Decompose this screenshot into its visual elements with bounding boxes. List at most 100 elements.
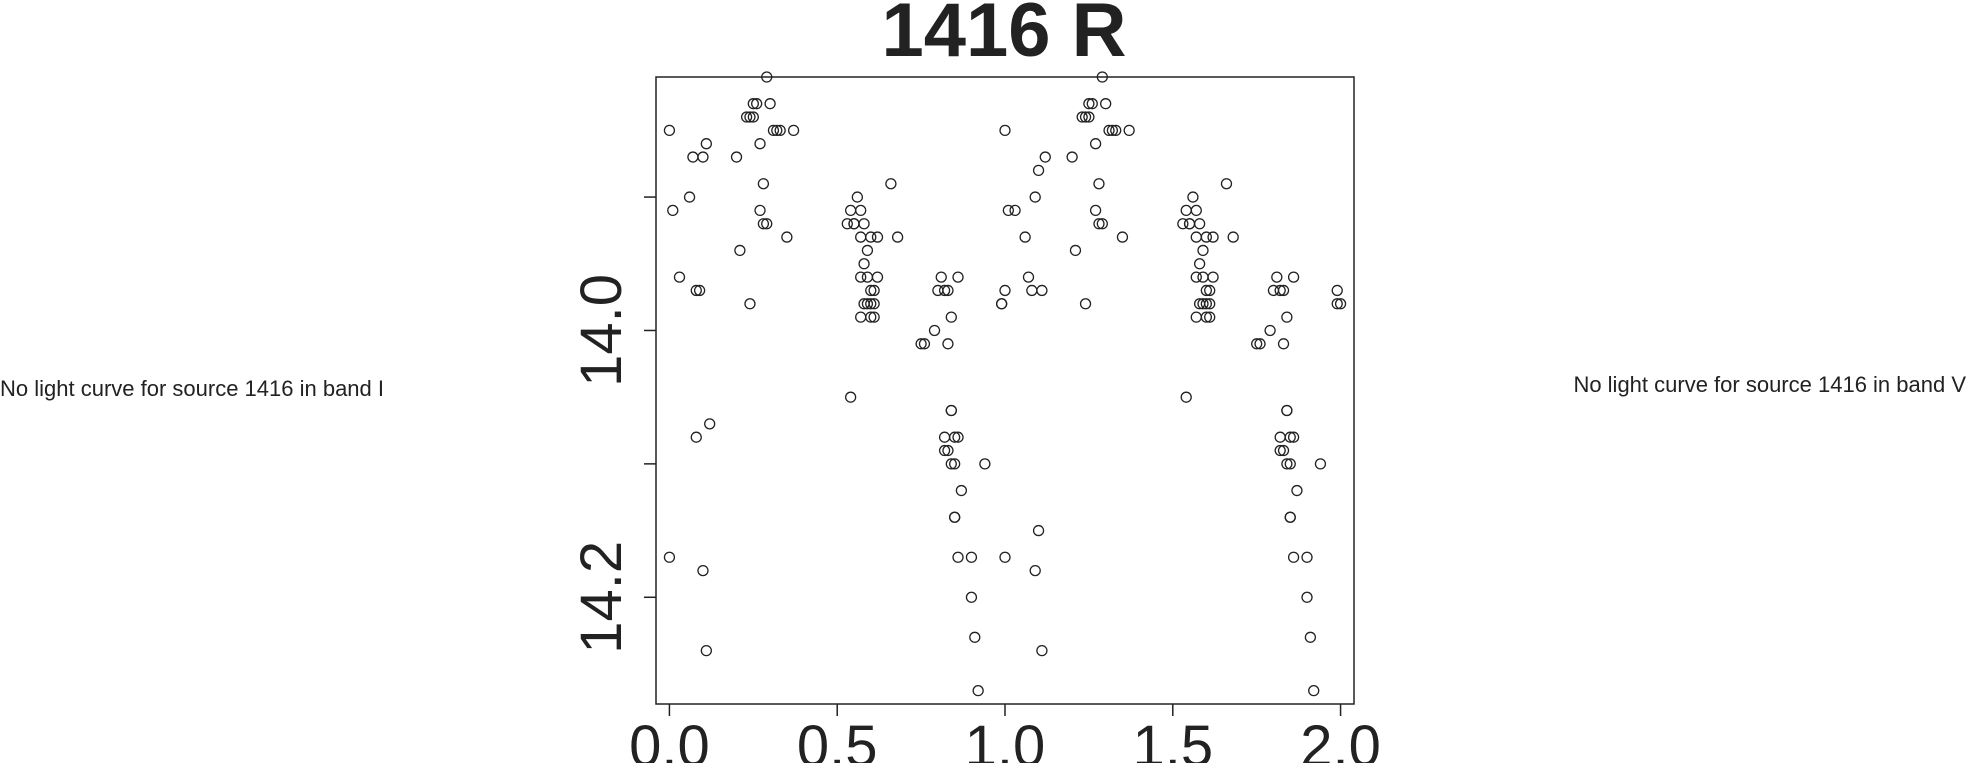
data-point xyxy=(700,138,712,150)
data-point xyxy=(1227,231,1239,243)
data-point xyxy=(761,71,773,83)
data-point xyxy=(999,124,1011,137)
data-point xyxy=(952,271,964,283)
data-point xyxy=(855,311,867,323)
data-point xyxy=(955,484,968,497)
data-point xyxy=(942,284,954,297)
data-point xyxy=(1106,124,1119,137)
data-point xyxy=(1207,231,1219,243)
x-tick-label: 1.0 xyxy=(965,714,1046,763)
data-point xyxy=(774,124,786,137)
data-point xyxy=(1093,218,1105,230)
data-point xyxy=(1190,204,1202,217)
chart-title: 1416 R xyxy=(881,0,1126,73)
data-point xyxy=(1110,124,1122,137)
data-point xyxy=(1190,231,1202,243)
data-point xyxy=(935,271,947,283)
data-point xyxy=(1284,458,1296,470)
data-point xyxy=(771,124,783,137)
data-point xyxy=(1204,311,1216,323)
data-point xyxy=(1032,524,1045,537)
data-point xyxy=(844,204,857,217)
data-point xyxy=(663,124,676,137)
data-point xyxy=(865,231,877,243)
data-point xyxy=(757,178,770,190)
data-point xyxy=(787,124,800,137)
data-point xyxy=(757,218,770,230)
data-point xyxy=(1308,685,1320,697)
data-point xyxy=(1331,284,1343,297)
data-point xyxy=(1281,311,1293,323)
data-point xyxy=(1277,444,1290,457)
data-point xyxy=(761,218,773,230)
data-point xyxy=(1009,204,1021,217)
data-point xyxy=(1264,324,1276,337)
data-point xyxy=(855,204,867,217)
data-point xyxy=(744,298,756,310)
data-point xyxy=(841,218,853,230)
data-point xyxy=(949,458,961,470)
data-point xyxy=(1187,191,1199,203)
data-point xyxy=(754,204,766,217)
data-point xyxy=(764,98,776,110)
data-point xyxy=(1183,218,1196,230)
data-point xyxy=(848,218,860,230)
data-point xyxy=(1096,218,1108,230)
data-point xyxy=(861,244,874,257)
data-point xyxy=(1103,124,1115,137)
data-point xyxy=(1029,191,1041,203)
data-point xyxy=(747,111,759,123)
data-point xyxy=(747,98,759,110)
data-point xyxy=(865,284,877,297)
data-point xyxy=(1204,284,1216,297)
data-point xyxy=(949,511,961,523)
data-point xyxy=(858,218,870,230)
data-point xyxy=(844,391,857,403)
data-point xyxy=(1207,271,1219,283)
data-point xyxy=(1274,284,1286,297)
data-point xyxy=(1274,431,1286,443)
data-point xyxy=(1036,644,1048,657)
data-point xyxy=(1089,204,1102,217)
data-point xyxy=(1066,151,1078,163)
data-point xyxy=(1304,631,1317,643)
data-point xyxy=(1277,284,1290,297)
data-point xyxy=(1002,204,1015,217)
data-point xyxy=(868,284,880,297)
data-point xyxy=(1200,231,1212,243)
data-point xyxy=(972,685,984,697)
data-point xyxy=(1083,111,1095,123)
data-point xyxy=(1287,551,1300,563)
data-point xyxy=(1301,551,1313,563)
data-point xyxy=(865,311,877,323)
data-point xyxy=(1100,98,1112,110)
data-point xyxy=(938,284,951,297)
data-point xyxy=(1069,244,1082,257)
data-point xyxy=(734,244,746,257)
data-point xyxy=(754,138,766,150)
data-point xyxy=(855,231,867,243)
data-point xyxy=(865,298,877,310)
data-point xyxy=(979,458,991,470)
data-point xyxy=(885,178,897,190)
data-point xyxy=(1277,338,1290,350)
data-point xyxy=(928,324,941,337)
data-point xyxy=(751,98,763,110)
data-point xyxy=(871,231,884,243)
data-point xyxy=(697,564,709,577)
data-point xyxy=(663,551,676,563)
data-point xyxy=(1029,564,1041,577)
data-point xyxy=(1096,71,1108,83)
data-point xyxy=(1177,218,1189,230)
data-point xyxy=(1271,271,1283,283)
data-point xyxy=(1314,458,1327,470)
data-point xyxy=(1089,138,1102,150)
y-axis: 14.0 14.2 xyxy=(569,196,656,654)
data-point xyxy=(1220,178,1233,190)
data-point xyxy=(1287,431,1300,443)
data-point xyxy=(690,284,702,297)
data-point xyxy=(999,551,1011,563)
data-point xyxy=(868,298,880,310)
data-point xyxy=(1093,178,1105,190)
data-point xyxy=(938,444,951,457)
